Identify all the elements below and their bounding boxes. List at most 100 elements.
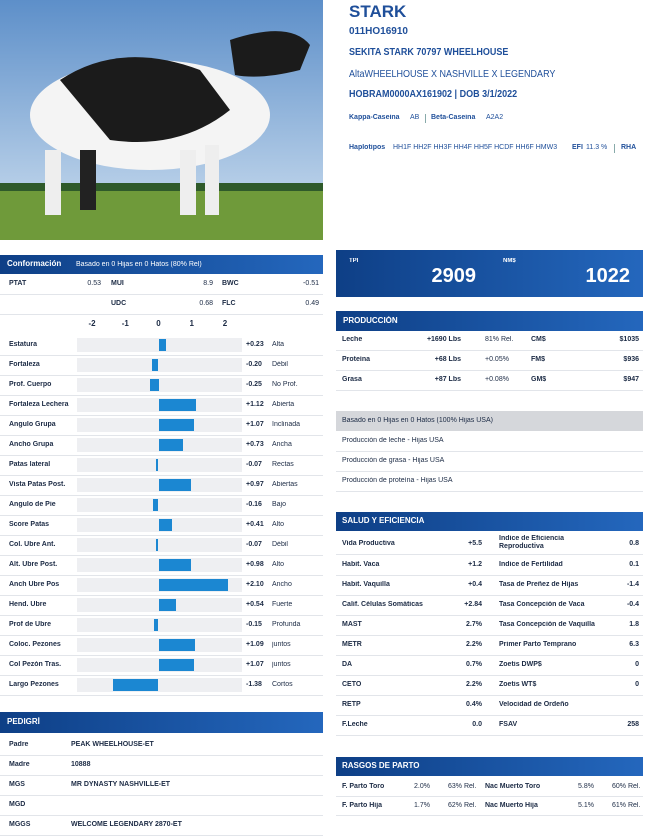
row-separator — [336, 451, 643, 452]
section-header — [0, 255, 323, 274]
row-separator — [0, 495, 323, 496]
trait-desc: Bajo — [272, 500, 287, 508]
health-value: 0.8 — [629, 539, 639, 547]
row-separator — [0, 775, 323, 776]
health-label: Primer Parto Temprano — [499, 640, 577, 648]
trait-desc: juntos — [272, 640, 291, 648]
health-label: Indice de Fertilidad — [499, 560, 563, 568]
row-separator — [0, 755, 323, 756]
section-title: RASGOS DE PARTO — [342, 761, 420, 771]
trait-bar — [151, 359, 159, 371]
row-separator — [0, 695, 323, 696]
pedigree-line: AltaWHEELHOUSE X NASHVILLE X LEGENDARY — [349, 69, 556, 80]
trait-desc: Abiertas — [272, 480, 298, 488]
sire-name: STARK — [349, 1, 407, 21]
trait-desc: Alta — [272, 340, 285, 348]
health-value: 0.7% — [466, 660, 482, 668]
separator — [425, 114, 426, 123]
trait-value: +1.12 — [246, 400, 264, 408]
row-separator — [336, 675, 643, 676]
row-separator — [0, 795, 323, 796]
trait-bar — [158, 339, 167, 351]
trait-bar — [158, 559, 192, 571]
prod-value: +68 Lbs — [434, 355, 461, 363]
basis-band — [336, 411, 643, 431]
pedigree-label: MGS — [9, 780, 25, 788]
trait-desc: Ancho — [272, 580, 292, 588]
health-value: 1.8 — [629, 620, 639, 628]
row-separator — [0, 455, 323, 456]
scale-tick: -2 — [88, 319, 96, 329]
row-separator — [336, 796, 643, 797]
health-label: Tasa Concepción de Vaca — [499, 600, 585, 608]
row-separator — [0, 815, 323, 816]
calving-value: 5.8% — [578, 782, 594, 790]
pedigree-label: Padre — [9, 740, 29, 748]
trait-name: Hend. Ubre — [9, 600, 47, 608]
basis-note: Producción de grasa - Hijas USA — [342, 456, 445, 464]
health-value: 0.4% — [466, 700, 482, 708]
health-value: -1.4 — [626, 580, 639, 588]
health-label: RETP — [342, 700, 361, 708]
tpi-box — [336, 250, 643, 297]
trait-name: Angulo de Pie — [9, 500, 56, 508]
summary-value: 0.53 — [87, 279, 101, 287]
summary-label: FLC — [222, 299, 236, 307]
rha: RHA — [621, 143, 637, 151]
row-separator — [0, 294, 323, 295]
prod-trait: Proteína — [342, 355, 371, 363]
trait-value: +1.07 — [246, 420, 264, 428]
trait-name: Fortaleza Lechera — [9, 400, 69, 408]
health-label: Velocidad de Ordeño — [499, 700, 569, 708]
trait-value: +0.54 — [246, 600, 264, 608]
prod-rel: +0.05% — [485, 355, 509, 363]
row-separator — [0, 395, 323, 396]
bar-track — [77, 538, 242, 552]
pedigree-value: 10888 — [71, 760, 91, 768]
bar-track — [77, 618, 242, 632]
bull-photo — [0, 0, 323, 240]
health-label: F.Leche — [342, 720, 368, 728]
calving-rel: 62% Rel. — [448, 801, 477, 809]
trait-value: +0.41 — [246, 520, 264, 528]
row-separator — [0, 675, 323, 676]
calving-label: Nac Muerto Toro — [485, 782, 541, 790]
health-value: 2.7% — [466, 620, 482, 628]
bar-track — [77, 458, 242, 472]
prod-econ-label: FM$ — [531, 355, 545, 363]
health-label: FSAV — [499, 720, 518, 728]
row-separator — [336, 655, 643, 656]
calving-rel: 61% Rel. — [612, 801, 641, 809]
bar-track — [77, 358, 242, 372]
trait-value: -0.15 — [246, 620, 262, 628]
health-label: CETO — [342, 680, 362, 688]
row-separator — [336, 635, 643, 636]
row-separator — [0, 655, 323, 656]
row-separator — [0, 415, 323, 416]
section-title: SALUD Y EFICIENCIA — [342, 516, 425, 526]
trait-name: Largo Pezones — [9, 680, 59, 688]
health-value: 0 — [635, 680, 639, 688]
scale-tick: 1 — [189, 319, 194, 329]
prod-value: +1690 Lbs — [426, 335, 461, 343]
calving-value: 1.7% — [414, 801, 430, 809]
trait-name: Col Pezón Tras. — [9, 660, 62, 668]
summary-label: BWC — [222, 279, 239, 287]
row-separator — [336, 471, 643, 472]
row-separator — [0, 535, 323, 536]
row-separator — [336, 350, 643, 351]
pedigree-value: MR DYNASTY NASHVILLE-ET — [71, 780, 171, 788]
prod-trait: Leche — [342, 335, 363, 343]
summary-value: 0.49 — [305, 299, 319, 307]
trait-desc: Profunda — [272, 620, 301, 628]
calving-value: 5.1% — [578, 801, 594, 809]
trait-value: +0.98 — [246, 560, 264, 568]
row-separator — [336, 615, 643, 616]
health-label: DA — [342, 660, 353, 668]
prod-econ-value: $1035 — [619, 335, 639, 343]
trait-name: Estatura — [9, 340, 38, 348]
calving-value: 2.0% — [414, 782, 430, 790]
row-separator — [0, 314, 323, 315]
health-label: Tasa de Preñez de Hijas — [499, 580, 579, 588]
